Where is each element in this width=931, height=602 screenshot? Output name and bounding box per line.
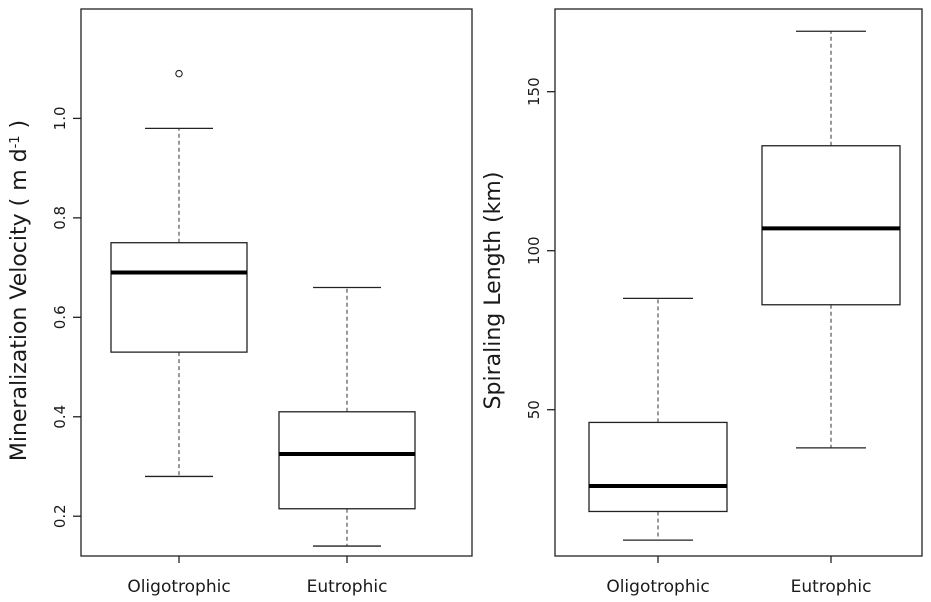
x-tick-label: Oligotrophic [606,577,709,597]
y-tick-label: 100 [525,236,543,265]
y-tick-label: 0.2 [51,504,69,528]
box-iqr [761,145,901,306]
outlier-point [175,69,183,78]
box-iqr [110,242,248,353]
y-tick-label: 150 [525,77,543,106]
plot-frame [80,8,473,557]
y-axis-title: Spiraling Length (km) [481,172,506,410]
y-tick-label: 0.8 [51,206,69,230]
x-tick-label: Oligotrophic [127,577,230,597]
y-tick-label: 50 [525,400,543,419]
box-iqr [278,411,416,510]
panel-mineralization-velocity: 0.2 0.4 0.6 0.8 1.0 Oligotrophic Eutrophic Mine… [7,8,473,597]
y-tick-label: 0.4 [51,405,69,429]
y-tick-label: 1.0 [51,106,69,130]
x-tick-label: Eutrophic [791,577,872,597]
x-tick-label: Eutrophic [307,577,388,597]
y-axis-title: Mineralization Velocity ( m d-1 ) [7,120,32,461]
panel-spiraling-length: 50 100 150 Oligotrophic Eutrophic Spiraling L… [481,8,923,597]
plot-frame [554,8,923,557]
box-iqr [588,421,728,513]
y-tick-label: 0.6 [51,305,69,329]
